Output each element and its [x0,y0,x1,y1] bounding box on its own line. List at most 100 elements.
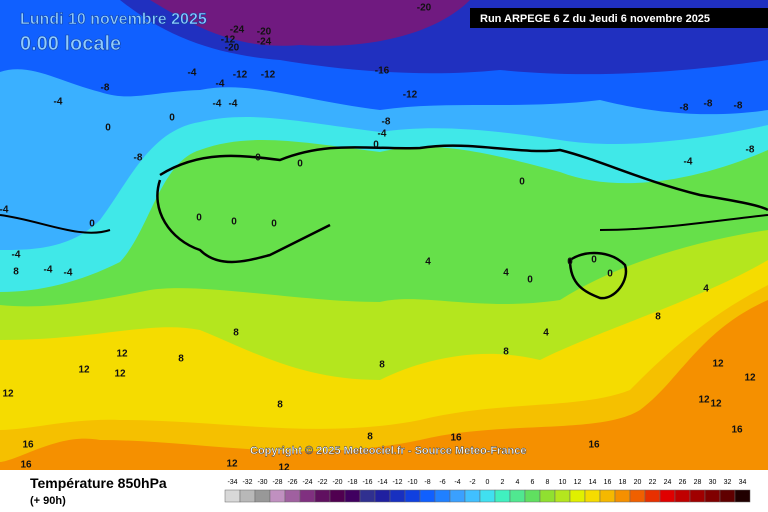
scale-label: 24 [664,479,672,486]
scale-swatch [374,489,391,503]
scale-swatch [404,489,421,503]
scale-swatch [689,489,706,503]
scale-label: 26 [679,479,687,486]
contour-label: -12 [221,35,236,46]
contour-label: 0 [169,113,175,124]
scale-label: -18 [347,479,357,486]
scale-swatch [524,489,541,503]
contour-label: 8 [655,312,661,323]
scale-label: 12 [574,479,582,486]
scale-swatch [464,489,481,503]
scale-label: 22 [649,479,657,486]
contour-label: 12 [278,463,290,474]
scale-label: -34 [227,479,237,486]
contour-label: -8 [382,117,391,128]
scale-swatch [419,489,436,503]
contour-label: 12 [710,399,722,410]
scale-swatch [344,489,361,503]
scale-label: 30 [709,479,717,486]
scale-swatch [224,489,241,503]
scale-swatch [479,489,496,503]
contour-label: -8 [101,83,110,94]
scale-label: 0 [486,479,490,486]
scale-label: 28 [694,479,702,486]
contour-label: 12 [698,395,710,406]
scale-swatch [449,489,466,503]
contour-label: 8 [13,267,19,278]
contour-label: -20 [225,43,240,54]
scale-swatch [314,489,331,503]
contour-label: 4 [503,268,509,279]
contour-label: -4 [229,99,238,110]
contour-label: 8 [277,400,283,411]
scale-swatch [629,489,646,503]
contour-label: -4 [12,250,21,261]
scale-swatch [614,489,631,503]
contour-label: 8 [233,328,239,339]
scale-label: 34 [739,479,747,486]
scale-swatch [704,489,721,503]
scale-swatch [599,489,616,503]
contour-label: 0 [567,257,573,268]
contour-label: -12 [403,90,418,101]
contour-label: 0 [591,255,597,266]
scale-swatch [254,489,271,503]
lead-time: (+ 90h) [30,495,66,507]
scale-label: -2 [469,479,475,486]
contour-label: -4 [64,268,73,279]
scale-swatch [389,489,406,503]
scale-swatch [239,489,256,503]
scale-swatch [674,489,691,503]
scale-label: 10 [559,479,567,486]
scale-label: 2 [501,479,505,486]
scale-label: -22 [317,479,327,486]
run-banner [470,8,768,28]
scale-swatch [509,489,526,503]
contour-labels: -20-24-12-20-20-24-12 -12 -16-12-8-40-4-4-… [0,3,756,474]
color-scale: -34 -32 -30 -28 -26 -24 -22 -20 -18 -16 -14 -12 -10-… [224,479,751,503]
contour-label: 12 [116,349,128,360]
scale-swatch [644,489,661,503]
forecast-date: Lundi 10 novembre 2025 [20,11,207,28]
contour-label: 0 [89,219,95,230]
contour-label: -8 [746,145,755,156]
scale-label: -26 [287,479,297,486]
forecast-time: 0.00 locale [20,33,121,55]
contour-label: 0 [105,123,111,134]
scale-label: -30 [257,479,267,486]
contour-label: 0 [607,269,613,280]
contour-label: 12 [114,369,126,380]
contour-label: 12 [712,359,724,370]
scale-label: -4 [454,479,460,486]
scale-label: -6 [439,479,445,486]
scale-swatch [494,489,511,503]
scale-label: -16 [362,479,372,486]
contour-label: -4 [216,79,225,90]
contour-label: -8 [704,99,713,110]
contour-label: -4 [378,129,387,140]
contour-label: 4 [543,328,549,339]
scale-swatch [584,489,601,503]
scale-label: -10 [407,479,417,486]
contour-label: 16 [731,425,743,436]
contour-label: 4 [703,284,709,295]
contour-label: 12 [2,389,14,400]
contour-label: 12 [744,373,756,384]
contour-label: 0 [519,177,525,188]
contour-label: 0 [196,213,202,224]
scale-swatch [284,489,301,503]
scale-label: -20 [332,479,342,486]
scale-label: -32 [242,479,252,486]
contour-label: 16 [20,460,32,471]
contour-label: -20 [257,27,272,38]
contour-label: -4 [684,157,693,168]
scale-swatch [329,489,346,503]
scale-label: 18 [619,479,627,486]
scale-label: 4 [516,479,520,486]
contour-label: -8 [680,103,689,114]
contour-label: 0 [297,159,303,170]
run-info: Run ARPEGE 6 Z du Jeudi 6 novembre 2025 [480,13,710,25]
contour-label: 16 [22,440,34,451]
temperature-field [0,0,768,470]
